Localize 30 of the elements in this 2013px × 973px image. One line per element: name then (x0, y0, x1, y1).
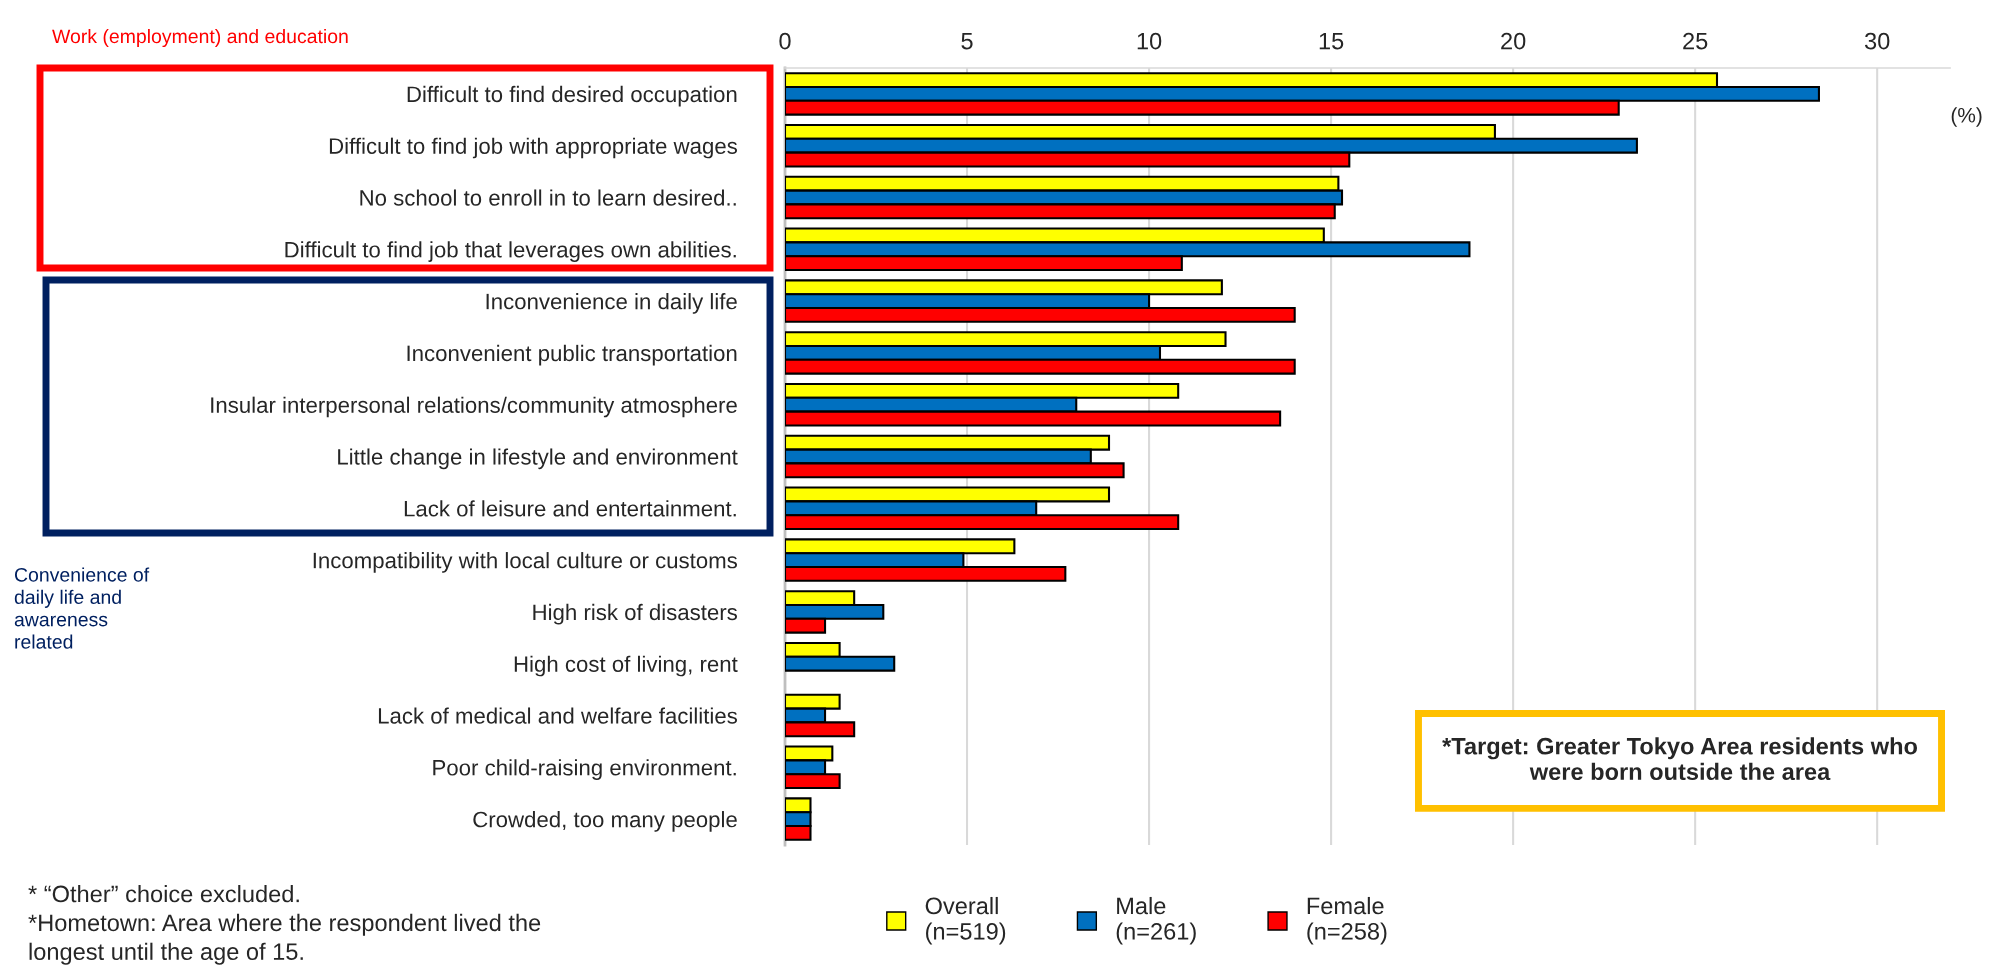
x-tick-label: 20 (1501, 32, 1526, 50)
y-tick-label: Inconvenient public transportation (407, 344, 737, 366)
y-tick-label: Difficult to find job with appropriate wages (329, 137, 737, 159)
y-tick-label: Difficult to find job that leverages own abilities. (285, 241, 736, 262)
legend-label: Female (n=258) (1307, 896, 1387, 945)
y-tick-label: Poor child-raising environment. (433, 759, 736, 780)
annotation: *Target: Greater Tokyo Area residents who were born outside the area (1442, 737, 1918, 781)
x-tick-label: 15 (1319, 32, 1344, 50)
legend-label: Overall (n=519) (925, 896, 1006, 945)
text: Convenience of daily life and awareness related (14, 567, 150, 649)
text: * “Other” choice excluded. *Hometown: Area where the respondent lived the longest until the age of 15. (28, 885, 541, 965)
x-tick-label: 0 (779, 32, 791, 50)
y-tick-label: Lack of medical and welfare facilities (378, 707, 737, 724)
y-tick-label: Crowded, too many people (473, 811, 737, 832)
y-tick-label: No school to enroll in to learn desired.. (360, 189, 736, 206)
y-tick-label: High cost of living, rent (514, 655, 738, 677)
y-tick-label: Incompatibility with local culture or customs (313, 552, 737, 573)
y-tick-label: High risk of disasters (533, 603, 737, 625)
legend-label: Male (n=261) (1116, 896, 1196, 945)
y-tick-label: Inconvenience in daily life (486, 293, 737, 314)
text: Work (employment) and education (52, 28, 348, 48)
x-axis-title: (%) (1951, 107, 1982, 127)
y-tick-label: Lack of leisure and entertainment. (404, 500, 736, 517)
x-tick-label: 30 (1864, 32, 1890, 50)
y-tick-label: Little change in lifestyle and environment (338, 448, 738, 470)
y-tick-label: Difficult to find desired occupation (407, 85, 737, 107)
y-tick-label: Insular interpersonal relations/community atmosphere (211, 396, 737, 418)
x-tick-label: 5 (961, 32, 973, 50)
x-tick-label: 25 (1683, 32, 1708, 50)
x-tick-label: 10 (1137, 32, 1162, 50)
